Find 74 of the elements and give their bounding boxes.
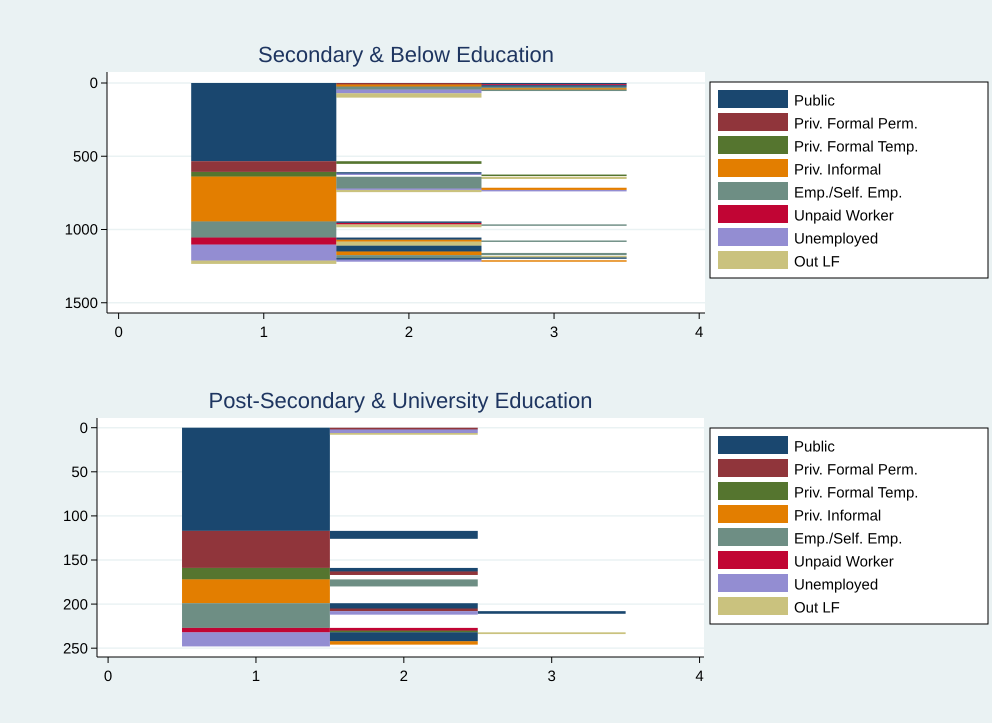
bar	[336, 84, 482, 87]
legend-label: Priv. Informal	[794, 507, 882, 524]
bar	[330, 632, 478, 642]
bar	[182, 632, 330, 646]
bar	[191, 176, 336, 222]
x-tick-label: 3	[548, 668, 556, 685]
y-tick-label: 100	[62, 508, 88, 526]
x-tick-label: 2	[400, 668, 408, 685]
y-tick-label: 1000	[64, 222, 98, 239]
legend-label: Priv. Informal	[794, 161, 882, 178]
bar	[330, 530, 478, 539]
x-tick-label: 3	[550, 324, 558, 341]
bar	[330, 429, 478, 433]
x-tick-label: 4	[695, 668, 704, 685]
bar	[481, 252, 627, 256]
y-tick-label: 200	[62, 596, 88, 614]
bar	[336, 242, 482, 246]
bar	[191, 260, 336, 264]
bar	[336, 251, 482, 256]
bar	[182, 568, 330, 580]
bar	[336, 90, 482, 94]
bar	[182, 428, 330, 531]
y-tick-label: 250	[62, 640, 88, 658]
x-tick-label: 2	[404, 324, 414, 341]
legend-label: Priv. Formal Temp.	[794, 138, 918, 156]
bar	[336, 255, 482, 258]
bar	[478, 611, 626, 614]
legend-label: Out LF	[794, 253, 840, 270]
legend-label: Unpaid Worker	[794, 553, 894, 570]
bar	[336, 190, 482, 192]
bar	[191, 221, 336, 238]
chart-title: Secondary & Below Education	[258, 42, 554, 67]
x-tick-label: 1	[260, 324, 268, 341]
bar	[336, 176, 482, 188]
bar	[330, 608, 478, 612]
legend-label: Public	[794, 438, 836, 456]
bar	[191, 238, 336, 245]
y-tick-label: 150	[62, 552, 88, 570]
legend-label: Priv. Formal Perm.	[794, 461, 918, 478]
bar	[336, 246, 482, 252]
legend-label: Unemployed	[794, 576, 878, 594]
legend-label: Emp./Self. Emp.	[794, 184, 902, 202]
y-tick-label: 1500	[64, 294, 98, 312]
bar	[330, 641, 478, 645]
x-tick-label: 1	[252, 668, 260, 685]
x-tick-label: 0	[114, 324, 123, 341]
bar	[330, 611, 478, 615]
legend-label: Emp./Self. Emp.	[794, 530, 902, 548]
bar	[330, 579, 478, 586]
bar	[191, 161, 336, 172]
legend-label: Unemployed	[794, 230, 878, 248]
legend-label: Out LF	[794, 599, 840, 616]
bar	[191, 172, 336, 177]
y-tick-label: 0	[90, 75, 98, 92]
bar	[182, 530, 330, 568]
bar	[330, 603, 478, 608]
x-tick-label: 4	[695, 324, 704, 341]
y-tick-label: 0	[80, 420, 88, 437]
bar	[336, 224, 482, 228]
legend-label: Unpaid Worker	[794, 207, 894, 224]
bar	[182, 579, 330, 604]
y-tick-label: 500	[72, 148, 98, 166]
bar	[191, 82, 336, 162]
x-tick-label: 0	[104, 668, 112, 685]
legend-label: Priv. Formal Perm.	[794, 115, 918, 132]
legend-label: Public	[794, 92, 836, 110]
bar	[330, 571, 478, 575]
chart-title: Post-Secondary & University Education	[208, 388, 592, 413]
y-tick-label: 50	[71, 464, 88, 482]
bar	[336, 161, 482, 164]
legend-label: Priv. Formal Temp.	[794, 484, 918, 502]
bar	[330, 568, 478, 572]
bar	[336, 93, 482, 98]
bar	[182, 603, 330, 628]
